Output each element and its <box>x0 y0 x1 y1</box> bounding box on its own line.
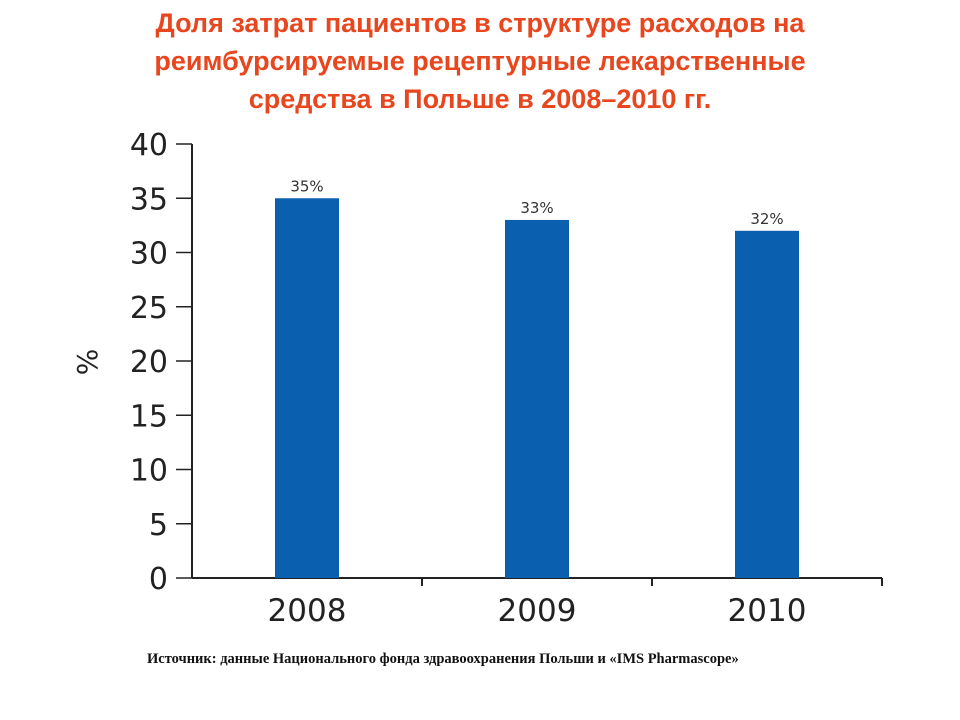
x-tick-label: 2009 <box>498 593 577 629</box>
y-axis-label: % <box>71 349 104 376</box>
y-tick-label: 5 <box>149 508 168 543</box>
bar <box>275 198 339 578</box>
y-tick-label: 20 <box>130 345 168 380</box>
data-label: 33% <box>520 199 553 217</box>
source-note: Источник: данные Национального фонда здр… <box>147 651 739 667</box>
data-label: 35% <box>290 177 323 195</box>
title-line-2: реимбурсируемые рецептурные лекарственны… <box>154 46 806 76</box>
y-tick-label: 25 <box>130 291 168 326</box>
x-tick-label: 2010 <box>728 593 807 629</box>
y-tick-label: 10 <box>130 454 168 489</box>
title-line-1: Доля затрат пациентов в структуре расход… <box>155 8 805 38</box>
x-tick-label: 2008 <box>268 593 347 629</box>
y-tick-label: 0 <box>149 562 168 597</box>
y-tick-label: 35 <box>130 182 168 217</box>
y-tick-label: 40 <box>130 128 168 163</box>
bar <box>735 230 799 579</box>
y-tick-label: 30 <box>130 237 168 272</box>
data-label: 32% <box>750 210 783 228</box>
title-line-3: средства в Польше в 2008–2010 гг. <box>248 84 712 114</box>
slide-title: Доля затрат пациентов в структуре расход… <box>0 4 960 118</box>
y-tick-label: 15 <box>130 399 168 434</box>
bar <box>505 219 569 578</box>
